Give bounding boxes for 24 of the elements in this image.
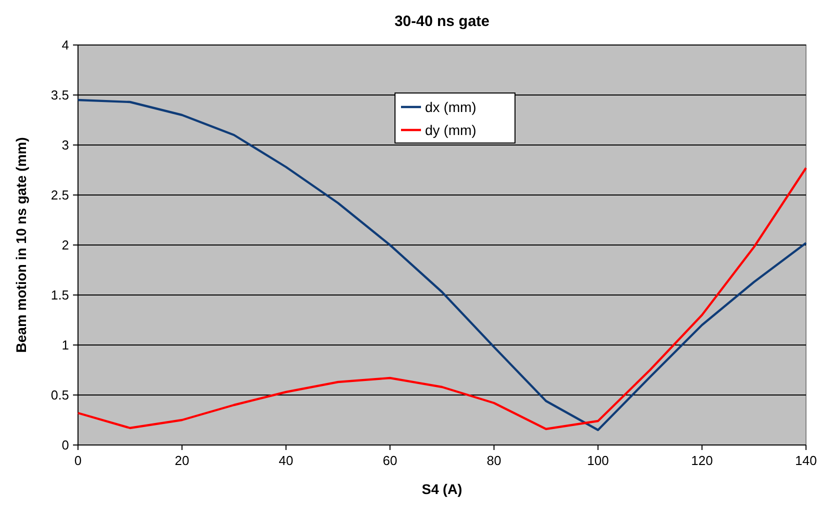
- line-series: [76, 98, 808, 432]
- x-tick-label: 40: [278, 453, 294, 468]
- chart-title: 30-40 ns gate: [394, 13, 490, 30]
- y-tick-label: 1: [62, 338, 69, 353]
- y-tick-label: 3.5: [50, 88, 69, 103]
- y-tick-label: 0.5: [50, 388, 69, 403]
- y-axis-title: Beam motion in 10 ns gate (mm): [13, 137, 29, 353]
- x-tick-label: 80: [486, 453, 502, 468]
- x-axis-title: S4 (A): [422, 481, 462, 497]
- y-tick-label: 3: [62, 138, 69, 153]
- x-tick-label: 140: [795, 453, 817, 468]
- x-tick-label: 20: [174, 453, 190, 468]
- y-tick-label: 0: [62, 438, 69, 453]
- legend-label: dy (mm): [425, 122, 476, 138]
- y-tick-label: 2: [62, 238, 69, 253]
- x-tick-label: 120: [691, 453, 713, 468]
- x-tick-label: 60: [382, 453, 398, 468]
- y-tick-label: 2.5: [50, 188, 69, 203]
- y-tick-label: 1.5: [50, 288, 69, 303]
- x-tick-label: 100: [587, 453, 609, 468]
- line-series: [76, 166, 808, 430]
- legend-label: dx (mm): [425, 98, 476, 115]
- x-tick-label: 0: [74, 453, 82, 468]
- y-tick-label: 4: [62, 38, 69, 53]
